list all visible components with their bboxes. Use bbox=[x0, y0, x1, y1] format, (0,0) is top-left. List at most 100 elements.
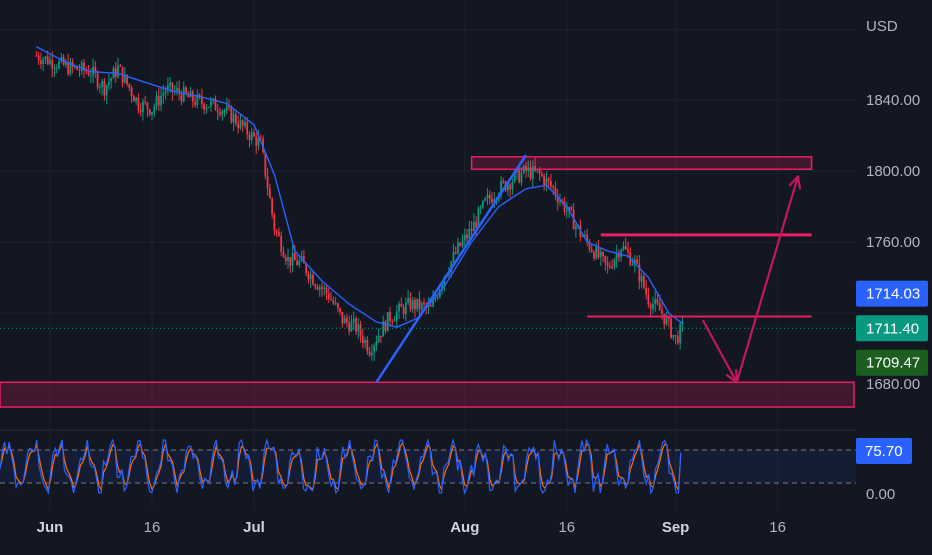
candle-body bbox=[654, 298, 657, 304]
candle-body bbox=[436, 297, 439, 299]
candle bbox=[182, 81, 185, 103]
candle bbox=[647, 287, 650, 308]
oscillator-badge-bg bbox=[856, 438, 912, 464]
candle bbox=[55, 64, 58, 74]
candle-body bbox=[114, 68, 117, 77]
candle bbox=[275, 228, 278, 238]
price-axis[interactable]: USD 1840.00 1800.00 1760.00 1680.00 1714.03 1… bbox=[856, 18, 928, 503]
candle bbox=[166, 77, 169, 96]
candle bbox=[574, 223, 577, 238]
oscillator-value-badge[interactable]: 75.70 bbox=[856, 438, 912, 464]
candle-body bbox=[477, 208, 480, 228]
candle bbox=[681, 316, 684, 332]
candle-body bbox=[679, 324, 682, 344]
support-zone[interactable] bbox=[0, 381, 855, 408]
candle bbox=[572, 203, 575, 230]
candle bbox=[343, 314, 346, 324]
candle-body bbox=[103, 81, 106, 96]
candle bbox=[545, 171, 548, 192]
candle-body bbox=[382, 321, 385, 337]
candle-body bbox=[187, 93, 190, 98]
candle bbox=[550, 173, 552, 191]
candle bbox=[420, 301, 423, 313]
candle-body bbox=[289, 257, 292, 266]
candle bbox=[597, 240, 600, 260]
candle-body bbox=[312, 274, 314, 285]
candlestick-series bbox=[35, 50, 684, 362]
drawing-tools[interactable] bbox=[375, 154, 812, 384]
candle bbox=[402, 304, 405, 319]
candle-body bbox=[627, 249, 629, 253]
candle bbox=[665, 311, 668, 326]
candle bbox=[679, 321, 682, 350]
candle-body bbox=[572, 210, 575, 230]
resistance-zone[interactable] bbox=[470, 156, 813, 170]
candle-body bbox=[117, 65, 119, 77]
candle bbox=[438, 288, 441, 299]
candle-body bbox=[194, 101, 196, 105]
arrow-head-up bbox=[788, 175, 802, 190]
candle-body bbox=[366, 339, 369, 352]
candle bbox=[599, 247, 602, 266]
price-badge[interactable]: 1711.40 bbox=[856, 315, 928, 342]
time-axis[interactable]: Jun 16 Jul Aug 16 Sep 16 bbox=[37, 519, 786, 536]
candle bbox=[459, 241, 462, 248]
candle bbox=[291, 245, 294, 273]
candle bbox=[418, 291, 421, 319]
candle-body bbox=[466, 234, 468, 239]
candle bbox=[268, 183, 271, 199]
candle-body bbox=[83, 62, 85, 71]
candle bbox=[570, 205, 573, 212]
candle-body bbox=[373, 345, 376, 353]
candle bbox=[629, 246, 632, 267]
candle-body bbox=[296, 260, 298, 266]
candle-body bbox=[470, 228, 473, 232]
candle bbox=[289, 256, 292, 274]
candle bbox=[522, 164, 525, 175]
candle-body bbox=[518, 169, 521, 183]
drawing-zones[interactable] bbox=[0, 156, 855, 408]
candle bbox=[590, 243, 593, 254]
trendline[interactable] bbox=[375, 154, 528, 383]
candle-body bbox=[506, 184, 509, 191]
candle-body bbox=[171, 82, 174, 93]
candle bbox=[49, 55, 51, 66]
candle bbox=[278, 227, 280, 237]
candle-body bbox=[153, 106, 156, 113]
candle bbox=[414, 297, 416, 318]
candle bbox=[144, 95, 147, 106]
candle bbox=[257, 130, 260, 150]
candle bbox=[200, 88, 203, 109]
price-badge[interactable]: 1714.03 bbox=[856, 280, 928, 307]
candle bbox=[613, 257, 616, 271]
candle bbox=[350, 314, 353, 333]
candle bbox=[153, 103, 156, 117]
candle bbox=[92, 58, 94, 83]
price-badge[interactable]: 1709.47 bbox=[856, 349, 928, 376]
candle-body bbox=[334, 303, 337, 305]
candle-body bbox=[563, 200, 566, 212]
candle-body bbox=[461, 240, 464, 247]
candle-body bbox=[89, 75, 92, 77]
candle bbox=[246, 117, 249, 140]
candle bbox=[135, 96, 138, 106]
candle-body bbox=[101, 81, 104, 87]
candle-body bbox=[618, 253, 620, 258]
candle bbox=[157, 87, 160, 112]
candle bbox=[244, 116, 246, 129]
candle bbox=[543, 173, 546, 191]
candle-body bbox=[452, 251, 455, 262]
candle bbox=[563, 196, 566, 216]
candle-body bbox=[185, 87, 187, 94]
candle-body bbox=[255, 136, 258, 146]
candle-body bbox=[287, 257, 289, 262]
projection-path[interactable] bbox=[701, 176, 800, 384]
candle bbox=[332, 296, 335, 306]
candle-body bbox=[284, 257, 287, 262]
candle-body bbox=[282, 251, 285, 258]
candle bbox=[461, 234, 464, 248]
candle bbox=[645, 279, 648, 300]
candle bbox=[368, 346, 371, 358]
